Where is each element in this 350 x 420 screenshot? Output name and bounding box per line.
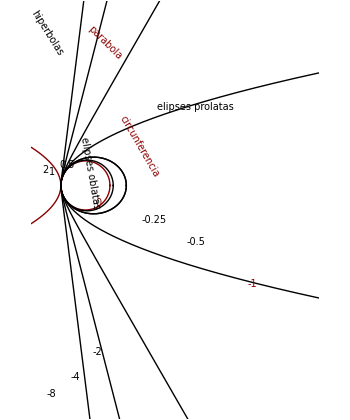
- Text: -0.25: -0.25: [142, 215, 167, 225]
- Text: 1: 1: [49, 167, 55, 177]
- Text: -1: -1: [247, 278, 257, 289]
- Text: circunferencia: circunferencia: [118, 114, 161, 178]
- Text: 2: 2: [42, 165, 48, 174]
- Text: -0.5: -0.5: [187, 237, 205, 247]
- Text: 0.5: 0.5: [60, 160, 75, 171]
- Text: elipses prolatas: elipses prolatas: [158, 102, 234, 112]
- Text: elipses oblatas: elipses oblatas: [79, 136, 102, 210]
- Text: -8: -8: [46, 389, 56, 399]
- Text: -4: -4: [71, 372, 80, 382]
- Text: 0: 0: [96, 198, 102, 208]
- Text: -2: -2: [93, 347, 103, 357]
- Text: parabola: parabola: [86, 24, 124, 62]
- Text: hiperbolas: hiperbolas: [29, 9, 65, 58]
